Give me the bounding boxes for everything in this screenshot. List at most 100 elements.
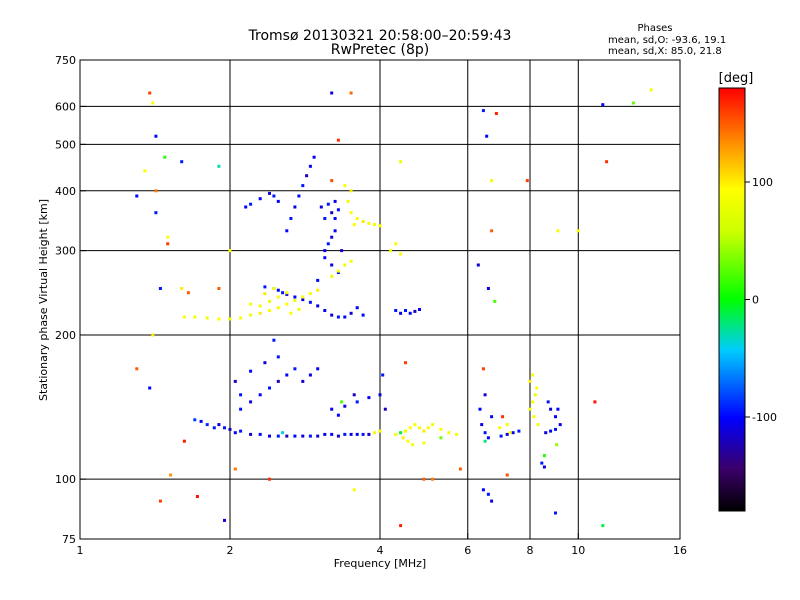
data-point-x — [536, 423, 540, 427]
data-point-o — [340, 249, 344, 253]
data-point-o — [481, 488, 485, 492]
data-point-other — [399, 524, 403, 528]
data-point-x — [508, 431, 512, 435]
data-point-x — [228, 317, 232, 321]
data-point-o — [289, 217, 293, 220]
x-tick-label: 8 — [527, 544, 534, 557]
data-point-o — [352, 393, 356, 397]
x-tick-label: 16 — [673, 544, 687, 557]
data-point-x — [268, 299, 271, 303]
data-point-x — [285, 302, 289, 306]
data-point-o — [223, 518, 226, 522]
data-point-x — [498, 426, 502, 430]
data-point-o — [355, 306, 359, 310]
data-point-o — [486, 287, 490, 290]
data-point-o — [258, 393, 262, 397]
data-point-o — [554, 511, 557, 515]
data-point-o — [505, 432, 509, 436]
data-point-other — [154, 189, 158, 193]
data-point-o — [268, 434, 271, 438]
data-point-o — [330, 91, 334, 95]
data-point-o — [285, 434, 289, 438]
data-point-x — [411, 443, 415, 447]
data-point-o — [481, 109, 485, 113]
data-point-o — [336, 315, 340, 319]
data-point-other — [431, 477, 435, 481]
data-point-o — [249, 202, 253, 206]
data-point-o — [308, 164, 312, 168]
data-point-x — [166, 235, 170, 239]
data-point-o — [478, 407, 482, 411]
data-point-o — [333, 229, 337, 233]
data-point-x — [239, 316, 243, 320]
data-point-o — [394, 309, 398, 312]
data-point-o — [205, 423, 209, 427]
data-point-o — [476, 263, 480, 267]
data-point-x — [297, 308, 301, 311]
data-point-o — [399, 311, 403, 315]
data-point-other — [458, 467, 462, 471]
data-point-o — [330, 235, 334, 239]
data-point-o — [323, 256, 327, 260]
data-point-x — [535, 386, 539, 390]
data-point-x — [258, 304, 262, 308]
data-point-x — [349, 211, 353, 215]
x-axis-ticks: 1 2 4 6 8 10 16 — [77, 533, 687, 557]
data-point-x — [373, 223, 376, 227]
data-point-o — [228, 427, 232, 431]
y-axis-label: Stationary phase Virtual Height [km] — [37, 199, 50, 401]
data-point-o — [483, 393, 487, 397]
data-point-other — [631, 101, 635, 105]
data-point-o — [333, 199, 337, 203]
data-point-other — [166, 242, 170, 246]
data-point-x — [404, 429, 407, 433]
data-point-other — [349, 91, 353, 95]
data-point-other — [186, 291, 190, 295]
colorbar-tick-label: 0 — [752, 294, 759, 307]
data-point-o — [316, 367, 320, 371]
data-point-o — [343, 315, 347, 319]
data-point-o — [336, 208, 340, 212]
data-point-x — [528, 407, 532, 411]
x-tick-label: 4 — [377, 544, 384, 557]
data-point-o — [378, 393, 382, 397]
stats-line-o: mean, sd,O: -93.6, 19.1 — [608, 35, 726, 46]
data-point-other — [217, 287, 221, 290]
data-point-other — [281, 431, 285, 435]
data-point-o — [316, 434, 320, 438]
data-point-x — [343, 184, 347, 188]
data-point-x — [143, 169, 147, 173]
data-point-other — [422, 477, 426, 481]
data-point-x — [378, 429, 382, 433]
data-point-o — [343, 404, 347, 408]
data-point-o — [244, 205, 248, 209]
y-tick-label: 300 — [55, 245, 76, 258]
data-point-o — [316, 304, 320, 308]
data-point-x — [263, 292, 267, 296]
data-point-o — [330, 407, 334, 411]
data-point-o — [212, 426, 216, 430]
colorbar-tick-label: 100 — [752, 176, 773, 189]
data-point-o — [285, 229, 289, 233]
data-point-x — [272, 287, 276, 290]
stats-line-x: mean, sd,X: 85.0, 21.8 — [608, 46, 722, 57]
data-point-x — [151, 333, 155, 337]
data-point-x — [249, 302, 253, 306]
data-point-o — [540, 461, 544, 465]
data-point-o — [486, 436, 490, 440]
data-point-o — [249, 432, 253, 436]
data-point-o — [323, 249, 327, 253]
data-point-o — [316, 278, 320, 282]
data-point-o — [355, 400, 359, 404]
data-point-o — [276, 379, 280, 383]
data-point-other — [399, 431, 403, 435]
data-point-o — [308, 373, 312, 377]
data-point-o — [239, 429, 243, 433]
y-tick-label: 200 — [55, 329, 76, 342]
data-point-o — [308, 434, 312, 438]
y-tick-label: 500 — [55, 138, 76, 151]
data-point-o — [263, 285, 267, 289]
data-point-o — [486, 492, 490, 496]
data-point-o — [323, 432, 327, 436]
data-point-o — [326, 202, 330, 206]
